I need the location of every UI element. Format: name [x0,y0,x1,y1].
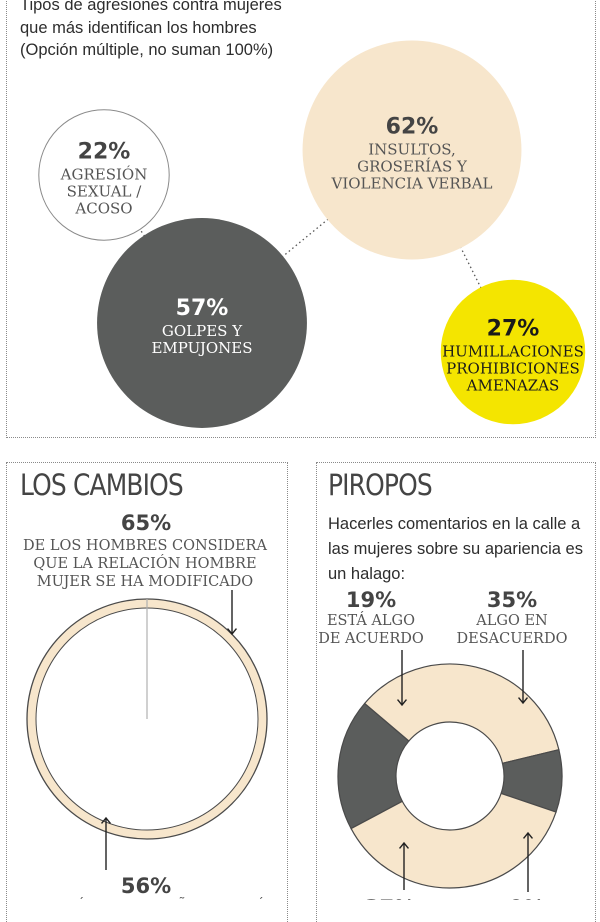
donut-label-35-1: DESACUERDO [457,631,568,647]
cambios-arrow-56 [100,816,112,870]
bubble-golpes-label-0: GOLPES Y [162,322,243,340]
bubble-insultos-label-2: VIOLENCIA VERBAL [331,175,493,193]
bubble-insultos-label-0: INSULTOS, [368,141,456,159]
bubble-insultos [302,40,522,260]
agresiones-panel [6,0,596,438]
bubble-acoso-value: 22% [78,140,131,165]
donut-value-19: 19% [346,588,396,612]
cambios-label-65-0: DE LOS HOMBRES CONSIDERA [23,538,267,554]
bubble-humillaciones [440,279,586,425]
bubble-acoso-label-1: SEXUAL / [67,183,143,201]
bubble-humillaciones-value: 27% [487,317,540,342]
bubble-humillaciones-label-0: HUMILLACIONES [442,343,584,361]
cambios-value-56: 56% [121,874,171,898]
bubble-golpes [97,218,307,428]
donut-slice-19 [337,702,410,830]
bubble-insultos-value: 62% [386,115,439,140]
agresiones-intro: Tipos de agresiones contra mujeres que m… [20,0,282,59]
bubble-golpes-value: 57% [176,296,229,321]
bubble-golpes-label-1: EMPUJONES [151,339,252,357]
donut-arrow-9 [522,831,534,892]
bubble-humillaciones-label-2: AMENAZAS [466,377,560,395]
donut-value-37: 37% [365,896,415,900]
bubble-humillaciones-label-1: PROHIBICIONES [446,360,580,378]
donut-slice-37 [350,792,557,889]
cambios-panel [6,462,288,922]
piropos-panel [316,462,596,922]
donut-label-35-0: ALGO EN [475,613,548,629]
donut-value-9: 9% [509,896,545,900]
cambios-title: LOS CAMBIOS [20,468,184,502]
bubble-acoso [38,109,170,241]
bubble-acoso-label-0: AGRESIÓN [60,166,148,184]
cambios-label-65-1: QUE LA RELACIÓN HOMBRE [33,554,256,572]
cambios-value-65: 65% [121,511,171,535]
donut-arrow-37 [398,841,410,890]
bubble-insultos-label-1: GROSERÍAS Y [357,158,468,176]
cambios-label-56-0: AFIRMÁ QUE LA SEÑORA ESTÁ [23,897,267,900]
donut-arrow-19 [396,650,408,707]
bubble-acoso-label-2: ACOSO [74,200,132,218]
piropos-title: PIROPOS [328,468,433,502]
piropos-question: Hacerles comentarios en la calle a las m… [328,515,583,583]
donut-label-19-0: ESTÁ ALGO [327,611,415,629]
bubble-connector-2 [411,149,514,353]
donut-label-19-1: DE ACUERDO [318,631,424,647]
cambios-label-65-2: MUJER SE HA MODIFICADO [37,574,254,590]
donut-value-35: 35% [487,588,537,612]
donut-arrow-35 [517,650,529,705]
donut-slice-35 [363,663,560,765]
cambios-arrow-65 [226,590,238,636]
